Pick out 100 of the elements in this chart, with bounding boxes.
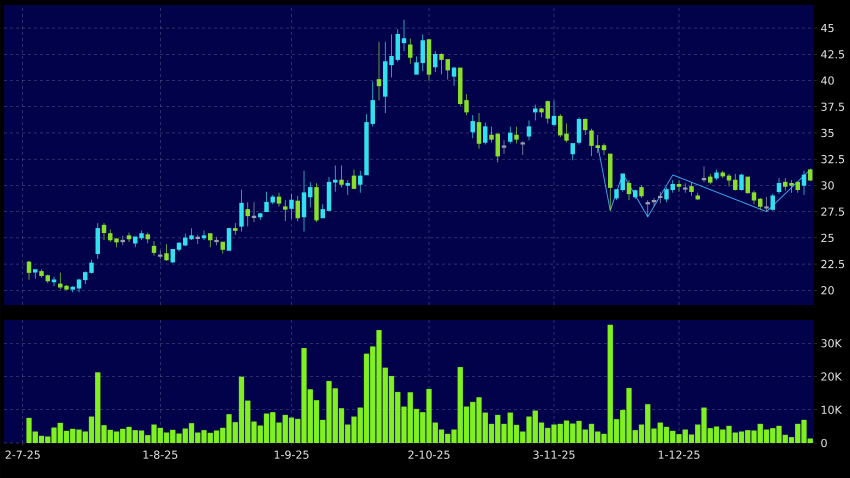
candlestick	[696, 192, 700, 200]
candlestick	[189, 228, 194, 240]
candlestick	[752, 190, 756, 205]
candlestick	[689, 182, 694, 196]
candlestick	[676, 180, 682, 192]
candlestick	[414, 56, 419, 75]
candlestick	[433, 50, 438, 72]
candlestick	[539, 107, 544, 118]
candlestick	[558, 114, 562, 138]
candlestick	[233, 222, 238, 236]
y-tick-label: 25	[821, 234, 834, 242]
candlestick	[220, 242, 225, 254]
x-tick-label: 1-12-25	[658, 450, 700, 459]
candlestick	[602, 143, 606, 156]
candlestick	[552, 100, 556, 128]
candlestick	[476, 112, 482, 150]
candlestick	[546, 100, 550, 124]
candlestick	[126, 232, 132, 242]
candlestick	[202, 230, 206, 240]
candlestick	[239, 189, 244, 232]
x-tick-label: 3-11-25	[533, 450, 575, 459]
candlestick	[533, 104, 538, 121]
candlestick	[596, 134, 600, 154]
candlestick	[276, 192, 282, 207]
candlestick	[364, 114, 369, 176]
candlestick	[26, 260, 32, 280]
candlestick	[526, 120, 532, 141]
candlestick	[564, 123, 569, 143]
y-tick-label: 22.5	[821, 260, 844, 268]
candlestick	[714, 169, 719, 181]
candlestick	[326, 176, 332, 211]
x-tick-label: 2-7-25	[6, 450, 40, 459]
candlestick	[633, 189, 638, 200]
x-tick-label: 2-10-25	[408, 450, 450, 459]
candlestick	[52, 276, 56, 286]
candlestick	[514, 126, 519, 144]
candlestick	[570, 143, 575, 161]
candlestick	[152, 240, 156, 256]
candlestick	[626, 180, 632, 200]
candlestick	[258, 212, 262, 220]
candlestick	[446, 59, 450, 80]
y-tick-label: 10K	[822, 406, 842, 414]
candlestick	[270, 194, 275, 205]
candlestick	[46, 274, 50, 284]
candlestick	[489, 126, 494, 143]
candlestick	[402, 19, 406, 52]
candlestick	[264, 191, 269, 212]
candlestick	[583, 118, 588, 136]
candlestick	[339, 165, 344, 188]
y-tick-label: 32.5	[821, 155, 844, 164]
candlestick	[464, 94, 469, 116]
candlestick	[614, 189, 619, 200]
candlestick	[483, 122, 488, 145]
candlestick	[370, 81, 375, 128]
y-tick-label: 37.5	[821, 102, 844, 111]
candlestick	[158, 250, 162, 260]
candlestick	[733, 174, 738, 192]
candlestick	[226, 228, 232, 251]
candlestick	[408, 38, 412, 64]
candlestick	[389, 34, 394, 78]
candlestick	[702, 166, 706, 183]
x-tick-label: 1-9-25	[274, 450, 309, 459]
candlestick	[802, 170, 806, 196]
candlestick	[383, 41, 388, 114]
candlestick	[589, 128, 594, 156]
y-tick-label: 42.5	[821, 50, 844, 58]
candlestick	[139, 230, 144, 240]
candlestick	[789, 180, 794, 194]
candlestick	[58, 272, 62, 290]
candlestick	[302, 170, 306, 232]
candlestick	[308, 182, 312, 208]
candlestick	[214, 236, 219, 246]
candlestick	[89, 260, 94, 274]
y-tick-label: 35	[821, 128, 834, 138]
candlestick	[776, 178, 782, 194]
candlestick	[208, 233, 212, 248]
line-series	[597, 145, 811, 218]
candlestick	[76, 278, 82, 293]
candlestick	[83, 271, 88, 284]
candlestick	[620, 174, 625, 192]
candlestick	[289, 193, 294, 220]
y-tick-label: 30K	[821, 339, 842, 348]
candlestick	[314, 182, 319, 222]
candlestick	[458, 68, 462, 106]
candlestick	[96, 222, 100, 260]
candlestick	[646, 200, 650, 218]
candlestick	[764, 196, 769, 212]
candlestick	[739, 174, 744, 192]
candlestick	[183, 233, 188, 247]
candlestick	[358, 170, 362, 194]
x-tick-label: 1-8-25	[144, 450, 178, 459]
candlestick	[576, 116, 582, 145]
candlestick	[164, 244, 169, 262]
candlestick	[708, 174, 712, 185]
candlestick	[664, 187, 669, 203]
candlestick	[170, 249, 175, 264]
candlestick	[470, 114, 475, 139]
candlestick	[39, 268, 44, 278]
y-tick-label: 45	[821, 24, 834, 32]
candlestick	[439, 52, 444, 75]
